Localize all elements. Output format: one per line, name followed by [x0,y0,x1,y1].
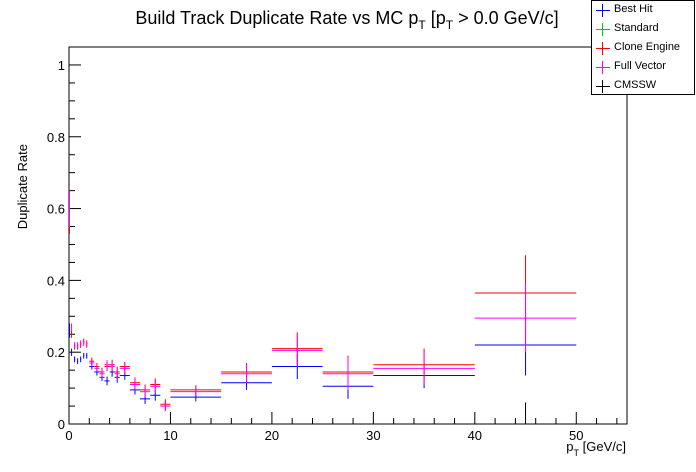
axes [68,46,628,425]
legend-label-full-vector: Full Vector [614,60,666,72]
data-point-full-vector [77,342,79,348]
legend-label-cmssw: CMSSW [614,79,657,91]
legend-swatch-cmssw [596,80,610,93]
chart-title-sub2: T [446,18,454,32]
legend-item-full-vector: Full Vector [592,58,696,77]
data-point-full-vector [170,387,222,397]
y-tick-label: 0 [58,417,65,432]
legend-label-standard: Standard [614,22,659,34]
data-point-full-vector [474,283,577,353]
legend-label-clone-engine: Clone Engine [614,41,681,53]
chart-title-tail: > 0.0 GeV/c] [453,8,559,28]
legend-swatch-best-hit [596,4,610,17]
plot-frame [68,46,628,425]
x-tick-label: 0 [65,428,72,443]
data-point-full-vector [114,368,120,380]
series-full-vector [69,190,577,412]
chart-title-sub1: T [418,18,426,32]
data-point-clone-engine [71,330,73,338]
legend-swatch-full-vector [596,61,610,74]
legend: Best Hit Standard Clone Engine Full Vect… [591,0,695,95]
data-point-full-vector [94,364,100,372]
data-point-full-vector [104,360,110,370]
data-point-best-hit [74,356,76,363]
y-tick-label: 0.2 [47,345,65,360]
axis-ticks: 0 10 20 30 40 50 0 0.2 0.4 0.6 0.8 1 [47,46,618,443]
data-series [69,190,577,424]
x-axis-label-tail: [GeV/c] [579,439,626,454]
data-point-full-vector [99,369,105,379]
x-axis-label-sub: T [574,448,580,458]
data-point-best-hit [83,352,85,359]
x-tick-label: 10 [163,428,177,443]
y-tick-label: 0.6 [47,202,65,217]
x-tick-label: 20 [265,428,279,443]
data-point-full-vector [271,334,323,367]
y-tick-label: 1 [58,58,65,73]
data-point-full-vector [221,364,272,383]
data-point-full-vector [71,323,73,331]
chart-title-main: Build Track Duplicate Rate vs MC p [135,8,418,28]
data-point-best-hit [104,376,110,386]
data-point-full-vector [160,401,171,412]
data-point-full-vector [119,363,130,374]
legend-swatch-standard [596,23,610,36]
legend-item-cmssw: CMSSW [592,77,696,96]
legend-item-clone-engine: Clone Engine [592,39,696,58]
data-point-full-vector [80,340,82,347]
data-point-full-vector [140,386,151,398]
data-point-full-vector [83,340,85,347]
chart-title: Build Track Duplicate Rate vs MC pT [pT … [135,8,558,32]
data-point-full-vector [89,359,95,367]
data-point-full-vector [373,352,475,385]
x-axis-label: pT [GeV/c] [566,439,626,458]
y-tick-label: 0.4 [47,273,65,288]
legend-item-best-hit: Best Hit [592,1,696,20]
x-tick-label: 40 [468,428,482,443]
legend-swatch-clone-engine [596,42,610,55]
data-point-full-vector [129,379,141,390]
data-point-best-hit [86,352,88,359]
legend-item-standard: Standard [592,20,696,39]
data-point-best-hit [71,348,73,356]
x-tick-label: 30 [366,428,380,443]
x-tick-label: 50 [569,428,583,443]
data-point-best-hit [69,323,71,338]
legend-label-best-hit: Best Hit [614,3,653,15]
y-tick-label: 0.8 [47,130,65,145]
data-point-full-vector [74,342,76,348]
data-point-best-hit [80,356,82,363]
data-point-full-vector [109,361,115,372]
data-point-full-vector [322,357,374,390]
chart-title-mid: [p [426,8,446,28]
x-axis-label-main: p [566,439,573,454]
data-point-full-vector [150,380,161,393]
data-point-full-vector [69,190,71,227]
data-point-best-hit [77,358,79,365]
y-axis-label: Duplicate Rate [15,144,30,229]
data-point-full-vector [86,342,88,348]
